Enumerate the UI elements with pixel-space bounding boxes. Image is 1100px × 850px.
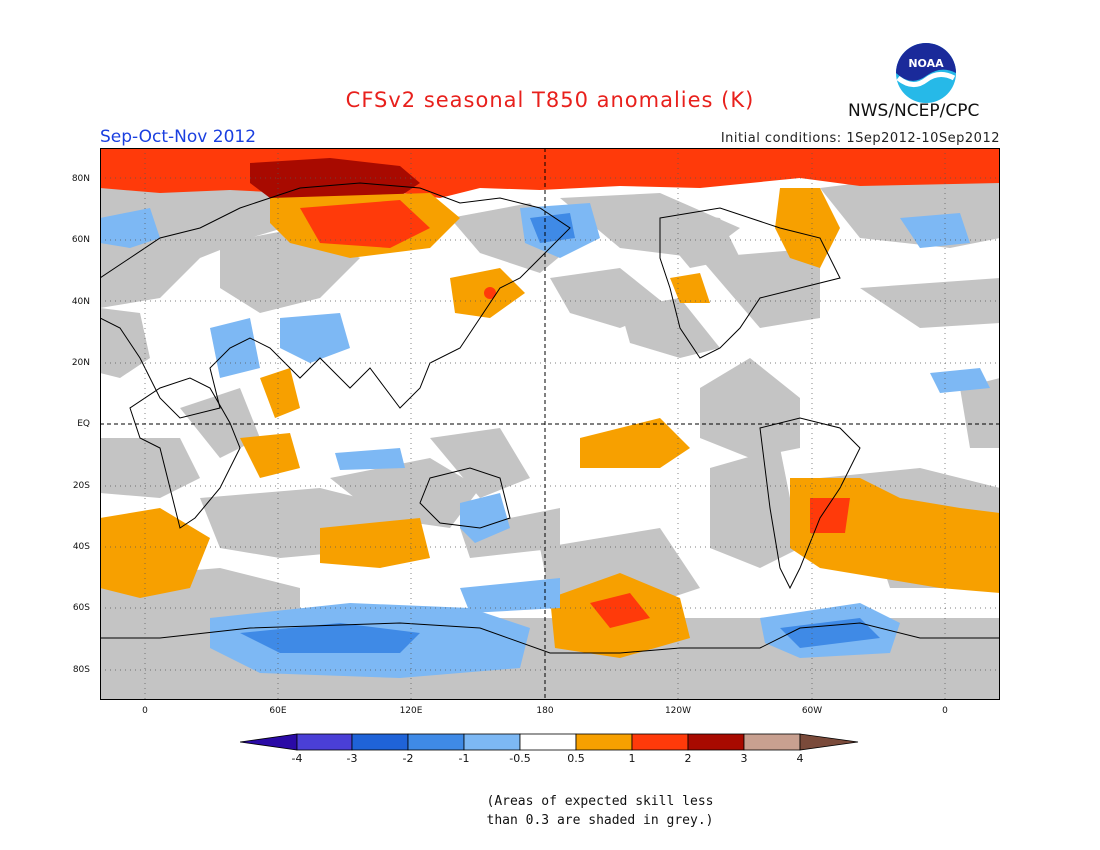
anomaly-map (100, 148, 1000, 700)
colorbar-arrow-right (799, 733, 859, 751)
color-bar (240, 733, 859, 751)
colorbar-cell (631, 733, 689, 751)
colorbar-label: 3 (740, 752, 748, 765)
noaa-logo: NOAA (896, 43, 956, 103)
colorbar-cell (519, 733, 577, 751)
lat-label-eq: EQ (77, 419, 90, 429)
warm-anomalies (100, 148, 1000, 658)
colorbar-label: 1 (628, 752, 636, 765)
equator-dateline (100, 148, 1000, 700)
skill-note-line2: than 0.3 are shaded in grey.) (486, 813, 714, 828)
colorbar-label: -2 (402, 752, 414, 765)
colorbar-label: -3 (346, 752, 358, 765)
map-frame (100, 148, 1000, 700)
lon-label-60e: 60E (269, 706, 287, 716)
lon-label-0: 0 (142, 706, 148, 716)
colorbar-cell (296, 733, 353, 751)
lat-label-80n: 80N (71, 174, 90, 184)
colorbar-cell (687, 733, 745, 751)
lon-label-0-east: 0 (942, 706, 948, 716)
lon-label-120w: 120W (664, 706, 692, 716)
colorbar-cell (407, 733, 465, 751)
lon-label-60w: 60W (801, 706, 823, 716)
colorbar-label: -1 (458, 752, 470, 765)
season-label: Sep-Oct-Nov 2012 (100, 127, 257, 147)
cool-anomalies (100, 203, 990, 678)
colorbar-cell (575, 733, 633, 751)
coastlines (100, 182, 1000, 654)
lat-label-40n: 40N (71, 297, 90, 307)
lat-label-40s: 40S (72, 542, 90, 552)
colorbar-label: 4 (796, 752, 804, 765)
agency-label: NWS/NCEP/CPC (848, 101, 980, 121)
lon-label-180: 180 (536, 706, 554, 716)
lon-label-120e: 120E (399, 706, 423, 716)
colorbar-cell (743, 733, 801, 751)
colorbar-label: 2 (684, 752, 692, 765)
skill-note: (Areas of expected skill less than 0.3 a… (440, 792, 760, 830)
colorbar-label: 0.5 (567, 752, 585, 765)
lat-label-80s: 80S (72, 665, 90, 675)
lat-label-60n: 60N (71, 235, 90, 245)
colorbar-label: -4 (291, 752, 303, 765)
colorbar-cell (463, 733, 521, 751)
lat-label-60s: 60S (72, 603, 90, 613)
colorbar-cell (351, 733, 409, 751)
lat-label-20s: 20S (72, 481, 90, 491)
lat-label-20n: 20N (71, 358, 90, 368)
colorbar-arrow-left (240, 733, 298, 751)
noaa-logo-text: NOAA (908, 57, 944, 70)
colorbar-label: -0.5 (509, 752, 531, 765)
initial-conditions-label: Initial conditions: 1Sep2012-10Sep2012 (720, 131, 1000, 146)
chart-title: CFSv2 seasonal T850 anomalies (K) (345, 88, 755, 112)
skill-note-line1: (Areas of expected skill less (486, 794, 714, 809)
